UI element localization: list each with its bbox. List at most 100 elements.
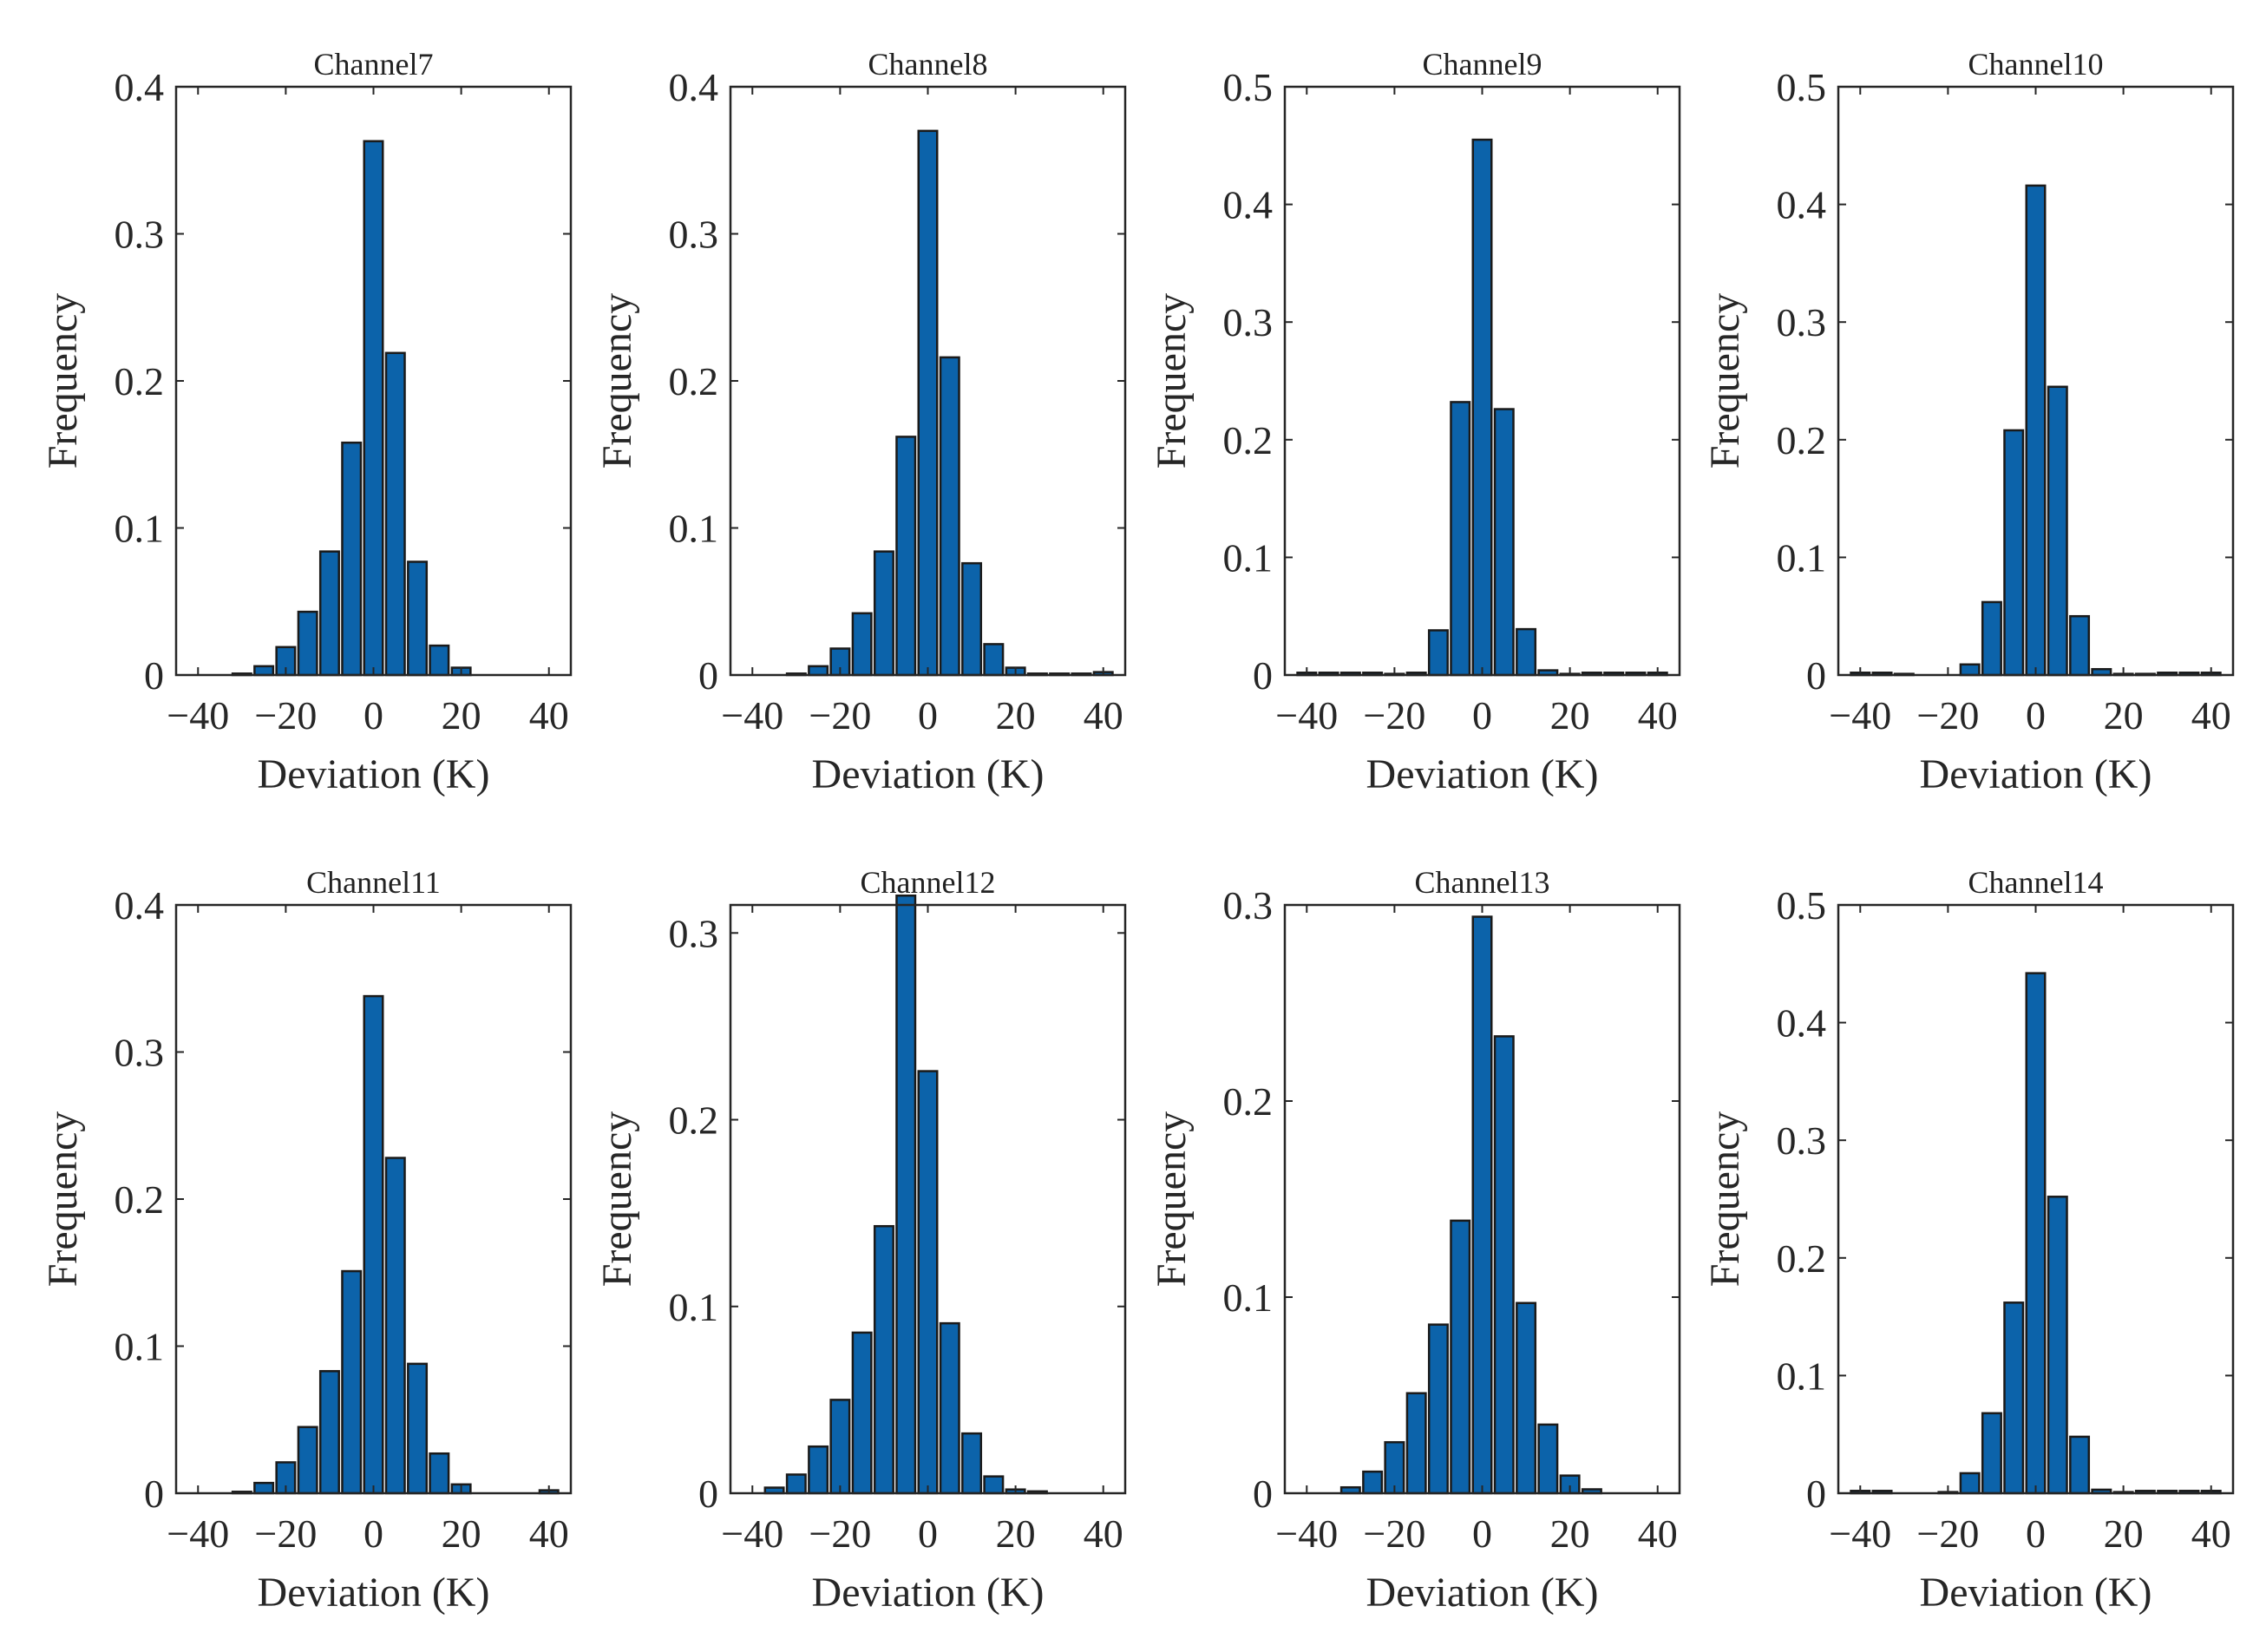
y-tick-label: 0 [698, 653, 718, 698]
x-tick-label: 40 [529, 693, 569, 738]
subplot-channel14: Channel14 −40 −20 0 20 40 0 0.1 0.2 0.3 0.4 0.5 Devi… [1702, 865, 2235, 1616]
subplot-channel12: Channel12 −40 −20 0 20 40 0 0.1 0.2 0.3 Deviation … [594, 865, 1127, 1616]
x-tick-label: 40 [2191, 693, 2231, 738]
x-tick-label: −40 [721, 693, 783, 738]
x-tick-label: 20 [1550, 1511, 1590, 1556]
y-tick-label: 0 [1806, 653, 1826, 698]
y-tick-label: 0 [144, 1472, 164, 1516]
y-tick-label: 0.5 [1777, 883, 1827, 928]
histogram-bar [851, 612, 873, 677]
histogram-bar [384, 351, 406, 677]
y-tick-label: 0.1 [115, 507, 165, 551]
x-tick-label: 20 [442, 693, 481, 738]
x-tick-label: −20 [1916, 1511, 1979, 1556]
y-tick-label: 0.5 [1777, 65, 1827, 109]
histogram-bar [253, 665, 275, 677]
x-tick-label: 0 [363, 1511, 383, 1556]
histogram-bar [1427, 629, 1449, 677]
histogram-bar [363, 140, 384, 677]
y-tick-label: 0 [698, 1472, 718, 1516]
histogram-bar [2069, 1435, 2091, 1495]
histogram-bar [407, 1362, 429, 1495]
y-tick-label: 0.4 [1223, 183, 1274, 227]
x-tick-label: 0 [1472, 693, 1492, 738]
x-tick-label: −40 [167, 693, 229, 738]
x-tick-label: −20 [1916, 693, 1979, 738]
y-tick-label: 0.3 [1223, 300, 1274, 344]
histogram-bar [1450, 1219, 1471, 1495]
histogram-bar [384, 1157, 406, 1495]
x-tick-label: 40 [1638, 1511, 1678, 1556]
subplot-channel11: Channel11 −40 −20 0 20 40 0 0.1 0.2 0.3 0.4 Deviati… [40, 865, 573, 1616]
y-axis-label: Frequency [594, 1111, 640, 1288]
subplot-channel13: Channel13 −40 −20 0 20 40 0 0.1 0.2 0.3 Deviation … [1149, 865, 1681, 1616]
histogram-bar [341, 1269, 363, 1495]
histogram-bar [829, 1399, 851, 1495]
histogram-bar [2047, 1196, 2068, 1495]
x-axis-label: Deviation (K) [1366, 1570, 1599, 1616]
histogram-bar [808, 665, 829, 677]
x-axis-label: Deviation (K) [812, 1570, 1045, 1616]
histogram-bar [1493, 1035, 1515, 1495]
chart-title: Channel9 [1423, 47, 1542, 82]
x-tick-label: 20 [996, 1511, 1036, 1556]
y-tick-label: 0.1 [669, 1285, 719, 1329]
chart-title: Channel14 [1968, 865, 2104, 900]
histogram-bar [2003, 1301, 2025, 1495]
x-tick-label: −20 [809, 1511, 871, 1556]
histogram-bar [2025, 972, 2047, 1495]
x-tick-label: −20 [1363, 693, 1425, 738]
x-axis-label: Deviation (K) [258, 1570, 490, 1616]
histogram-bar [1959, 1472, 1981, 1495]
histogram-bar [895, 436, 917, 677]
y-tick-label: 0.2 [669, 359, 719, 403]
y-axis-label: Frequency [40, 293, 86, 469]
histogram-bar [318, 550, 340, 677]
x-tick-label: 20 [2104, 693, 2144, 738]
y-tick-label: 0.1 [1777, 1354, 1827, 1398]
histogram-bar [297, 610, 318, 677]
x-tick-label: −40 [1275, 693, 1338, 738]
y-tick-label: 0.3 [1777, 300, 1827, 344]
y-tick-label: 0.1 [1223, 535, 1274, 580]
histogram-bar [895, 894, 917, 1495]
histogram-bar [939, 356, 960, 677]
y-tick-label: 0.3 [669, 213, 719, 257]
x-tick-label: 20 [442, 1511, 481, 1556]
y-axis-label: Frequency [1702, 293, 1748, 469]
subplot-channel10: Channel10 −40 −20 0 20 40 0 0.1 0.2 0.3 0.4 0.5 Devi… [1702, 47, 2235, 797]
histogram-bar [873, 1224, 894, 1495]
histogram-bar [873, 550, 894, 677]
y-tick-label: 0.3 [1223, 883, 1274, 928]
histogram-bar [1405, 1392, 1427, 1495]
histogram-bar [1471, 138, 1493, 677]
histogram-bar [1427, 1323, 1449, 1495]
x-tick-label: 0 [918, 693, 938, 738]
y-tick-label: 0.2 [115, 359, 165, 403]
histogram-bar [917, 129, 939, 677]
y-axis-label: Frequency [1149, 1111, 1195, 1288]
y-tick-label: 0.4 [115, 65, 165, 109]
x-tick-label: 40 [1084, 693, 1123, 738]
histogram-bar [2047, 385, 2068, 677]
y-tick-label: 0.4 [1777, 183, 1827, 227]
x-axis-label: Deviation (K) [1920, 751, 2152, 797]
subplot-channel7: Channel7 −40 −20 0 20 40 0 0.1 0.2 0.3 0.4 Deviatio… [40, 47, 573, 797]
x-tick-label: −40 [1275, 1511, 1338, 1556]
y-tick-label: 0 [1806, 1472, 1826, 1516]
x-tick-label: 20 [996, 693, 1036, 738]
histogram-bar [1981, 600, 2002, 677]
histogram-bar [851, 1331, 873, 1495]
chart-title: Channel11 [306, 865, 441, 900]
x-tick-label: −20 [254, 693, 317, 738]
histogram-bar [429, 1452, 450, 1495]
chart-title: Channel10 [1968, 47, 2104, 82]
histogram-bar [961, 561, 983, 677]
chart-title: Channel8 [868, 47, 988, 82]
histogram-bar [1959, 663, 1981, 677]
y-tick-label: 0 [1253, 653, 1273, 698]
y-tick-label: 0.2 [1777, 418, 1827, 462]
x-tick-label: 0 [2026, 693, 2046, 738]
x-tick-label: 40 [1638, 693, 1678, 738]
